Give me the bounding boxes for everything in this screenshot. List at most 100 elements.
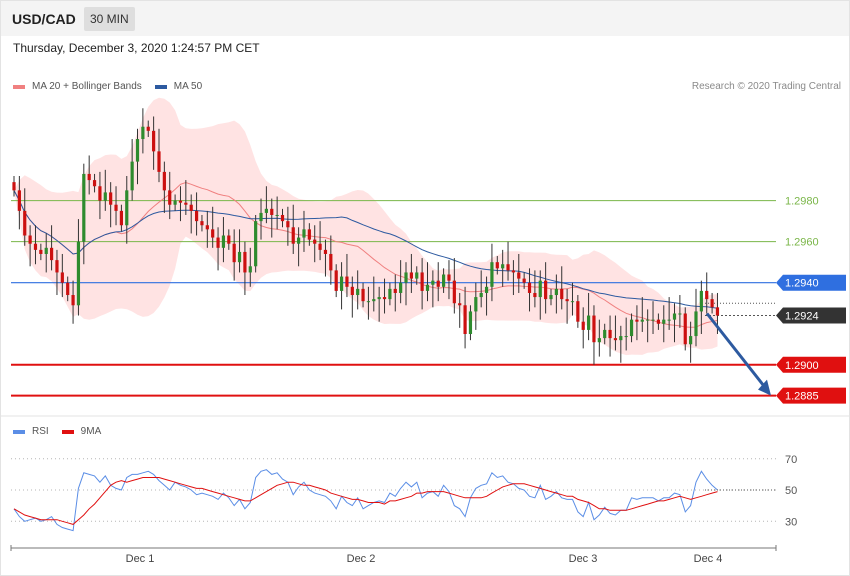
candle-body-32 [184, 202, 188, 205]
candle-body-109 [597, 338, 601, 343]
candle-body-95 [522, 278, 526, 283]
candle-body-65 [361, 288, 365, 302]
candle-body-41 [232, 243, 236, 263]
candle-body-58 [323, 249, 328, 254]
candle-body-15 [92, 180, 97, 187]
candle-body-101 [554, 288, 558, 296]
candle-body-111 [608, 329, 612, 339]
candle-body-128 [699, 290, 703, 312]
candle-body-77 [425, 284, 430, 291]
candle-body-35 [200, 221, 204, 226]
ma20-swatch [13, 84, 25, 89]
candle-body-60 [334, 270, 338, 291]
legend-rsi-label: RSI [32, 426, 49, 437]
candle-body-61 [339, 276, 344, 291]
candle-body-126 [689, 336, 693, 345]
candle-body-102 [560, 288, 564, 300]
rsi-tick-70: 70 [785, 454, 797, 466]
candle-body-10 [66, 282, 70, 296]
candle-body-43 [243, 251, 247, 273]
candle-body-103 [565, 299, 569, 302]
ma9-swatch [61, 429, 74, 434]
candle-body-106 [581, 321, 585, 330]
candle-body-26 [152, 130, 156, 152]
candle-body-51 [286, 221, 290, 228]
legend-ma20-label: MA 20 + Bollinger Bands [32, 81, 142, 92]
candle-body-57 [318, 243, 322, 250]
rsi-swatch [13, 429, 25, 434]
candle-body-8 [55, 260, 59, 273]
rsi-line [13, 469, 718, 532]
candle-body-79 [436, 280, 440, 287]
candle-body-73 [404, 272, 408, 283]
candle-body-38 [216, 237, 220, 248]
bollinger-band [14, 97, 718, 356]
legend-ma20: MA 20 + Bollinger Bands [13, 81, 142, 92]
candle-body-64 [356, 288, 360, 296]
candle-body-31 [178, 200, 183, 203]
candle-body-72 [399, 282, 403, 293]
candle-body-46 [259, 212, 263, 222]
candle-body-112 [613, 338, 618, 341]
candle-body-62 [345, 276, 349, 287]
candle-body-24 [141, 126, 145, 140]
projection-arrow-head [758, 379, 771, 396]
candle-body-28 [162, 171, 166, 191]
candle-body-45 [254, 221, 258, 267]
candle-body-25 [146, 126, 150, 131]
candle-body-119 [651, 319, 655, 321]
candle-body-33 [189, 204, 193, 211]
candle-body-98 [538, 280, 542, 298]
candle-body-124 [678, 313, 682, 315]
candle-body-4 [33, 243, 38, 250]
candle-body-67 [372, 299, 376, 302]
candle-body-21 [125, 190, 129, 226]
candle-body-108 [592, 315, 596, 343]
candle-body-9 [60, 272, 64, 283]
candle-body-91 [501, 264, 505, 269]
level-label-3: 1.2924 [785, 311, 819, 323]
candle-body-42 [237, 251, 242, 263]
candle-body-1 [17, 190, 21, 211]
legend-ma9: 9MA [61, 426, 102, 437]
level-label-0: 1.2980 [785, 196, 819, 208]
candle-body-5 [39, 249, 43, 254]
candle-body-14 [87, 173, 91, 181]
rsi-tick-30: 30 [785, 516, 797, 528]
candle-body-93 [511, 270, 516, 273]
candle-body-82 [452, 280, 456, 304]
candle-body-83 [458, 303, 462, 306]
timeframe-button[interactable]: 30 MIN [84, 7, 135, 31]
candle-body-131 [715, 307, 720, 316]
candle-body-66 [366, 301, 371, 303]
candle-body-52 [291, 227, 295, 244]
rsi-ma9-line [13, 477, 718, 525]
candle-body-7 [49, 247, 54, 261]
candle-body-92 [506, 264, 510, 271]
candle-body-90 [495, 262, 499, 269]
candle-body-34 [194, 210, 199, 222]
price-legend: MA 20 + Bollinger Bands MA 50 [13, 81, 215, 92]
research-credit: Research © 2020 Trading Central [691, 81, 841, 92]
candle-body-125 [683, 313, 687, 345]
candle-body-78 [431, 280, 435, 285]
symbol-title: USD/CAD [12, 11, 76, 27]
candle-body-80 [442, 274, 446, 287]
level-label-1: 1.2960 [785, 237, 819, 249]
projection-arrow-line [705, 312, 768, 390]
candle-body-36 [205, 225, 209, 230]
candle-body-0 [12, 182, 16, 191]
timestamp: Thursday, December 3, 2020 1:24:57 PM CE… [13, 41, 260, 55]
candle-body-97 [533, 292, 537, 298]
candle-body-2 [23, 210, 27, 236]
candle-body-120 [656, 319, 660, 324]
candle-body-27 [157, 151, 161, 172]
candle-body-99 [544, 280, 548, 300]
candle-body-74 [409, 272, 413, 279]
level-tag-3 [776, 307, 846, 324]
candle-body-107 [586, 315, 591, 330]
legend-ma9-label: 9MA [80, 426, 102, 437]
candle-body-130 [710, 299, 714, 308]
candle-body-13 [82, 173, 86, 242]
